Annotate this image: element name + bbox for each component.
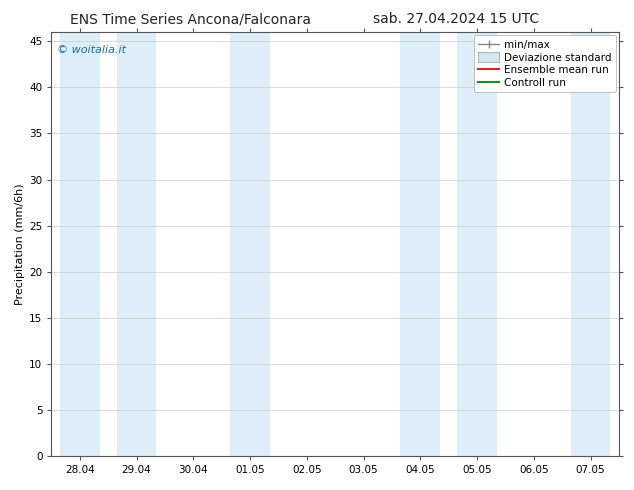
Text: sab. 27.04.2024 15 UTC: sab. 27.04.2024 15 UTC <box>373 12 540 26</box>
Bar <box>571 32 611 456</box>
Bar <box>401 32 440 456</box>
Text: ENS Time Series Ancona/Falconara: ENS Time Series Ancona/Falconara <box>70 12 311 26</box>
Bar <box>117 32 157 456</box>
Text: © woitalia.it: © woitalia.it <box>57 45 126 55</box>
Legend: min/max, Deviazione standard, Ensemble mean run, Controll run: min/max, Deviazione standard, Ensemble m… <box>474 35 616 92</box>
Bar <box>60 32 100 456</box>
Bar <box>230 32 270 456</box>
Bar <box>457 32 497 456</box>
Y-axis label: Precipitation (mm/6h): Precipitation (mm/6h) <box>15 183 25 305</box>
